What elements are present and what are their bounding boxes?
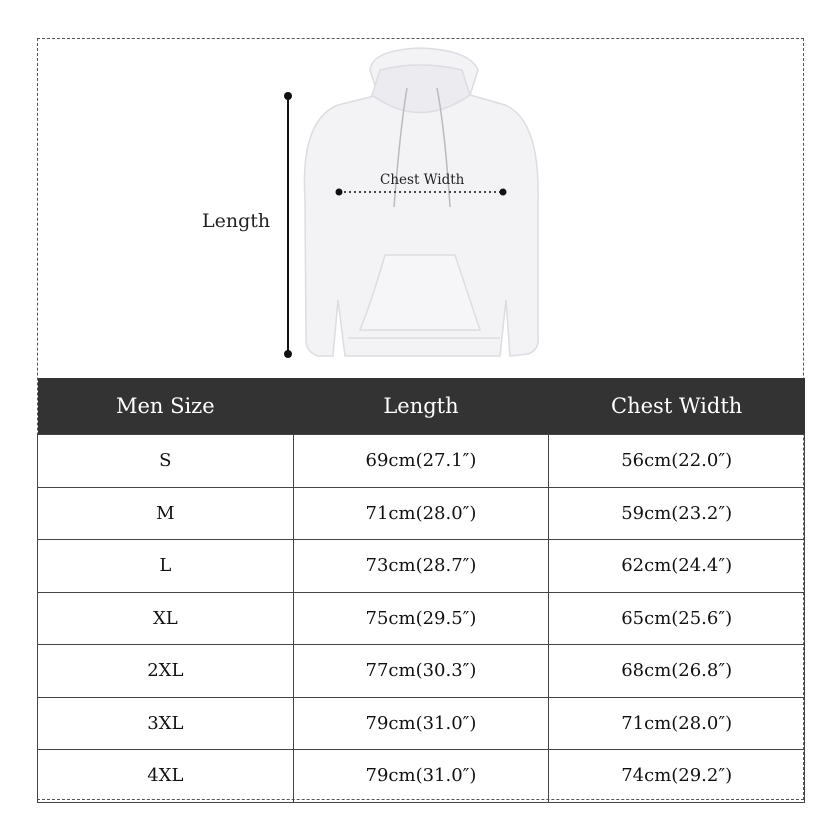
table-row: S 69cm(27.1″) 56cm(22.0″) bbox=[37, 434, 805, 488]
size-cell: L bbox=[37, 539, 294, 593]
header-chest-width: Chest Width bbox=[548, 378, 805, 435]
table-row: 4XL 79cm(31.0″) 74cm(29.2″) bbox=[37, 749, 805, 803]
chest-width-cell: 56cm(22.0″) bbox=[548, 434, 805, 488]
table-row: M 71cm(28.0″) 59cm(23.2″) bbox=[37, 486, 805, 540]
table-row: 3XL 79cm(31.0″) 71cm(28.0″) bbox=[37, 696, 805, 750]
size-cell: 3XL bbox=[37, 696, 294, 750]
chest-width-cell: 62cm(24.4″) bbox=[548, 539, 805, 593]
chest-width-indicator bbox=[335, 188, 507, 196]
length-cell: 79cm(31.0″) bbox=[292, 696, 550, 750]
length-cell: 79cm(31.0″) bbox=[292, 749, 550, 803]
chest-width-cell: 68cm(26.8″) bbox=[548, 644, 805, 698]
size-cell: 4XL bbox=[37, 749, 294, 803]
size-cell: 2XL bbox=[37, 644, 294, 698]
length-label: Length bbox=[202, 210, 271, 232]
length-cell: 75cm(29.5″) bbox=[292, 591, 550, 645]
chest-width-label: Chest Width bbox=[380, 172, 465, 188]
size-cell: S bbox=[37, 434, 294, 488]
length-cell: 71cm(28.0″) bbox=[292, 486, 550, 540]
table-row: 2XL 77cm(30.3″) 68cm(26.8″) bbox=[37, 644, 805, 698]
hoodie-illustration bbox=[284, 47, 540, 358]
header-length: Length bbox=[293, 378, 549, 435]
length-indicator bbox=[284, 92, 292, 358]
length-cell: 73cm(28.7″) bbox=[292, 539, 550, 593]
size-cell: XL bbox=[37, 591, 294, 645]
table-row: XL 75cm(29.5″) 65cm(25.6″) bbox=[37, 591, 805, 645]
size-cell: M bbox=[37, 486, 294, 540]
chest-width-cell: 71cm(28.0″) bbox=[548, 696, 805, 750]
length-cell: 69cm(27.1″) bbox=[292, 434, 550, 488]
chest-width-cell: 65cm(25.6″) bbox=[548, 591, 805, 645]
table-header-row: Men Size Length Chest Width bbox=[37, 378, 805, 435]
chest-width-cell: 74cm(29.2″) bbox=[548, 749, 805, 803]
table-row: L 73cm(28.7″) 62cm(24.4″) bbox=[37, 539, 805, 593]
size-table: Men Size Length Chest Width S 69cm(27.1″)… bbox=[37, 378, 805, 803]
length-cell: 77cm(30.3″) bbox=[292, 644, 550, 698]
header-size: Men Size bbox=[37, 378, 294, 435]
chest-width-cell: 59cm(23.2″) bbox=[548, 486, 805, 540]
